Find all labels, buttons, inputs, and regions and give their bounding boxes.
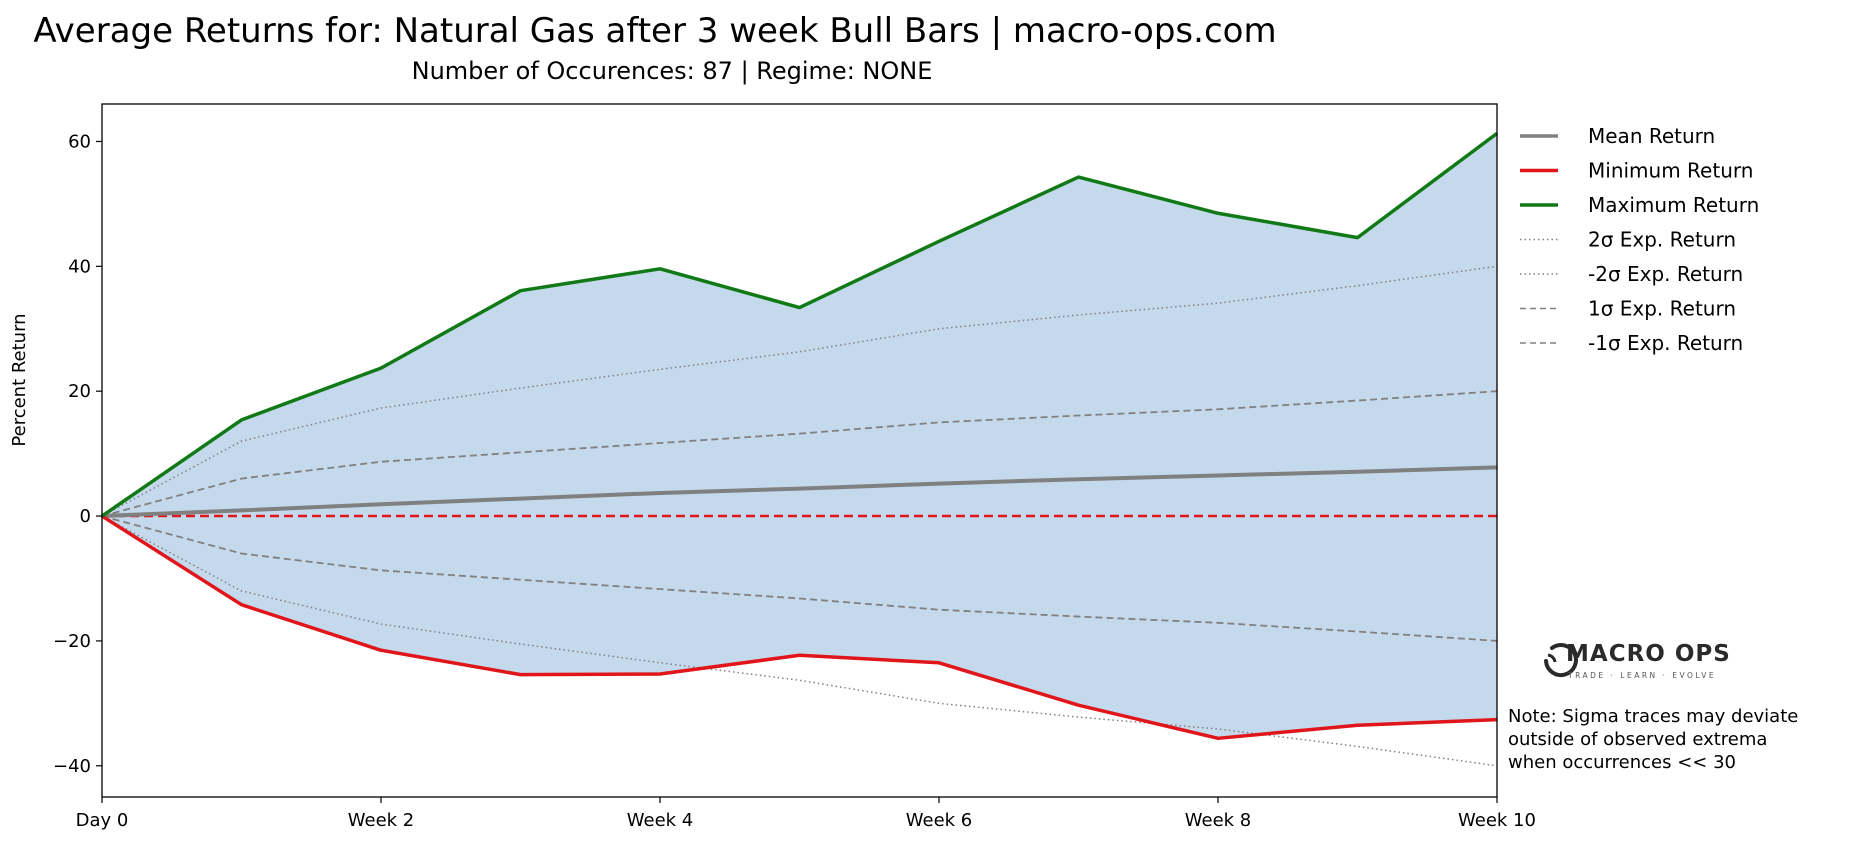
- x-tick-label: Week 4: [627, 810, 694, 831]
- legend-item-2-sigma-exp-return: 2σ Exp. Return: [1520, 228, 1736, 252]
- legend-item-maximum-return: Maximum Return: [1520, 193, 1759, 217]
- logo-tagline: TRADE · LEARN · EVOLVE: [1567, 671, 1716, 680]
- x-tick-label: Week 10: [1458, 810, 1536, 831]
- logo-name: MACRO OPS: [1566, 641, 1731, 667]
- x-tick-label: Week 2: [348, 810, 415, 831]
- legend-label: Minimum Return: [1588, 159, 1753, 183]
- legend-label: -1σ Exp. Return: [1588, 331, 1743, 355]
- series-line-minimum-return: [101, 514, 1498, 741]
- plot-area: [101, 131, 1499, 767]
- chart-subtitle: Number of Occurences: 87 | Regime: NONE: [412, 57, 933, 85]
- series-line-1-sigma-exp-return: [101, 390, 1498, 517]
- legend-item-1-sigma-exp-return: 1σ Exp. Return: [1520, 297, 1736, 321]
- note-line-1: Note: Sigma traces may deviate: [1508, 706, 1798, 727]
- y-tick-label: −20: [53, 631, 91, 652]
- legend-label: Maximum Return: [1588, 193, 1759, 217]
- legend-label: 1σ Exp. Return: [1588, 297, 1736, 321]
- x-tick-label: Week 6: [906, 810, 973, 831]
- chart-title: Average Returns for: Natural Gas after 3…: [33, 11, 1276, 51]
- axes: −40 −20 0 20 40 60 Day 0 Week 2 Week 4 Week 6 Week…: [53, 103, 1536, 831]
- y-tick-label: 0: [80, 506, 91, 527]
- series-line-neg-1-sigma-exp-return: [101, 515, 1498, 642]
- legend-item-minimum-return: Minimum Return: [1520, 159, 1753, 183]
- macro-ops-logo: MACRO OPS TRADE · LEARN · EVOLVE: [1544, 641, 1731, 680]
- note: Note: Sigma traces may deviate outside o…: [1508, 706, 1798, 773]
- note-line-2: outside of observed extrema: [1508, 729, 1767, 750]
- legend: Mean Return Minimum Return Maximum Return 2…: [1520, 124, 1759, 355]
- x-tick-label: Week 8: [1185, 810, 1252, 831]
- y-tick-label: −40: [53, 756, 91, 777]
- y-tick-label: 20: [68, 381, 91, 402]
- y-tick-label: 60: [68, 131, 91, 152]
- plot-frame: [101, 103, 1498, 798]
- logo-ring-icon: [1544, 643, 1578, 678]
- logo-arc-icon: [1547, 653, 1557, 663]
- series-line-maximum-return: [101, 131, 1499, 518]
- legend-label: -2σ Exp. Return: [1588, 262, 1743, 286]
- y-tick-label: 40: [68, 256, 91, 277]
- x-tick-label: Day 0: [76, 810, 129, 831]
- series-line-mean-return: [101, 465, 1498, 519]
- legend-label: 2σ Exp. Return: [1588, 228, 1736, 252]
- legend-label: Mean Return: [1588, 124, 1715, 148]
- legend-item-neg-1-sigma-exp-return: -1σ Exp. Return: [1520, 331, 1743, 355]
- legend-item-neg-2-sigma-exp-return: -2σ Exp. Return: [1520, 262, 1743, 286]
- min-max-fill-band: [102, 133, 1497, 739]
- y-axis-label: Percent Return: [9, 313, 30, 446]
- note-line-3: when occurrences << 30: [1508, 752, 1736, 773]
- legend-item-mean-return: Mean Return: [1520, 124, 1715, 148]
